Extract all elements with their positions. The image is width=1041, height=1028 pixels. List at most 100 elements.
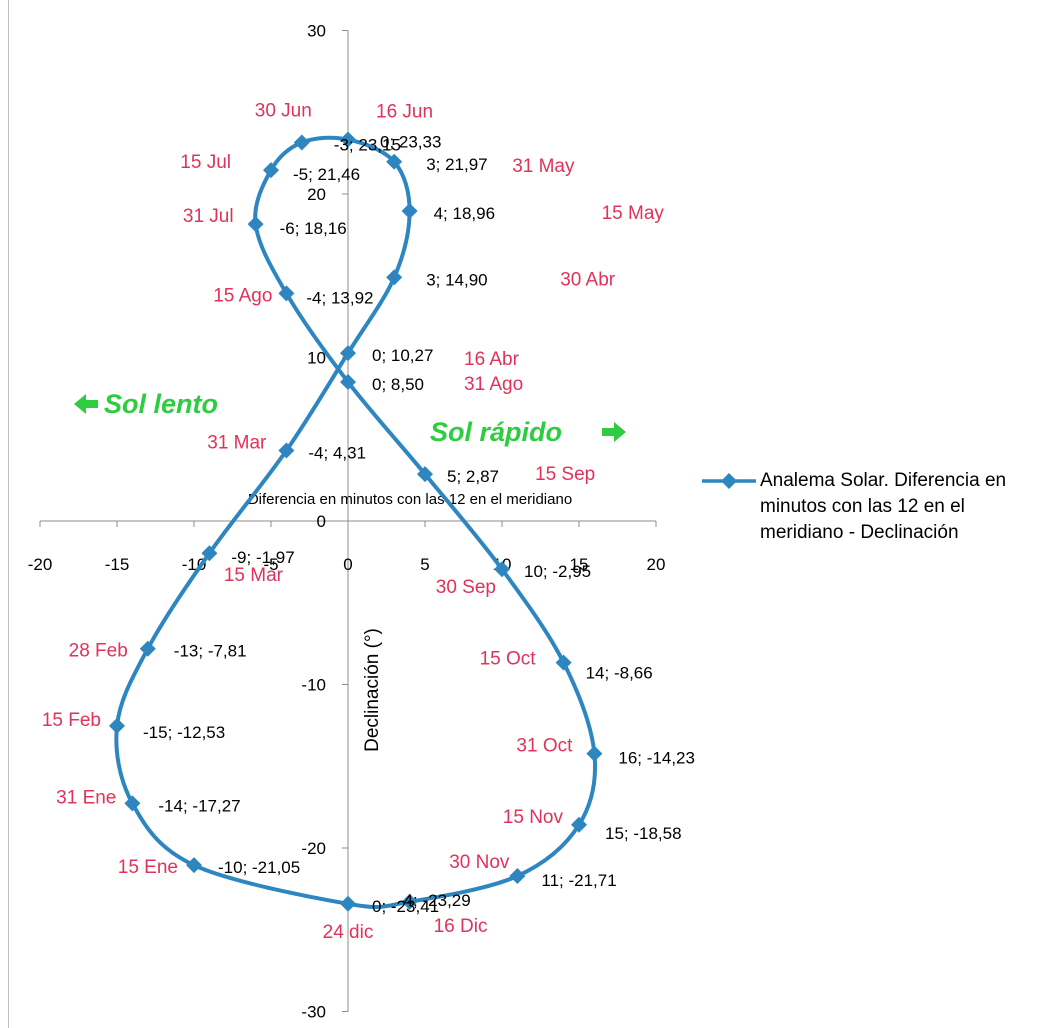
x-tick-label: -5: [263, 555, 278, 574]
legend-swatch: [702, 473, 756, 489]
data-point: [586, 745, 603, 762]
legend-label: Analema Solar. Diferencia en minutos con…: [760, 470, 1007, 543]
value-label: 10; -2,95: [524, 562, 591, 581]
data-point: [263, 162, 279, 179]
data-point: [247, 216, 264, 233]
data-point: [386, 269, 403, 286]
data-point: [340, 131, 356, 148]
value-label: 0; 23,33: [380, 133, 441, 152]
legend: Analema Solar. Diferencia en minutos con…: [700, 468, 1030, 546]
data-point: [109, 717, 125, 734]
series-markers: [109, 131, 603, 912]
date-label: 15 May: [602, 203, 665, 224]
value-label: -10; -21,05: [218, 858, 300, 877]
date-label: 31 Mar: [207, 433, 267, 454]
value-label: 3; 14,90: [426, 270, 487, 289]
data-point: [293, 134, 310, 151]
data-point: [401, 893, 418, 910]
value-label: 5; 2,87: [447, 467, 499, 486]
left-border: [8, 0, 9, 1028]
date-label: 15 Ago: [213, 285, 272, 306]
x-axis-title: Diferencia en minutos con las 12 en el m…: [248, 491, 572, 508]
y-tick-label: 30: [307, 22, 326, 41]
date-label: 30 Abr: [560, 269, 616, 290]
x-tick-label: 15: [570, 555, 589, 574]
y-tick-label: 0: [317, 512, 326, 531]
y-tick-label: 10: [307, 349, 326, 368]
date-label: 31 Jul: [183, 206, 234, 227]
date-label: 16 Abr: [464, 349, 520, 370]
value-label: -5; 21,46: [293, 165, 360, 184]
x-tick-label: -20: [28, 555, 53, 574]
data-point: [401, 203, 418, 220]
data-point: [340, 895, 356, 912]
date-label: 28 Feb: [69, 641, 128, 662]
date-label: 15 Sep: [535, 464, 595, 485]
value-label: -4; 13,92: [306, 288, 373, 307]
annotation-sol-rapido: Sol rápido: [430, 417, 562, 447]
value-label: -6; 18,16: [280, 219, 347, 238]
x-tick-label: 5: [420, 555, 429, 574]
value-label: 4; -23,29: [404, 891, 471, 910]
date-label: 15 Jul: [180, 152, 231, 173]
value-label: -15; -12,53: [143, 723, 225, 742]
value-label: 0; 8,50: [372, 375, 424, 394]
value-label: 3; 21,97: [426, 155, 487, 174]
data-point: [124, 795, 141, 812]
series-curve: [114, 135, 597, 910]
data-point: [386, 153, 403, 170]
x-tick-label: 0: [343, 555, 352, 574]
y-tick-label: -30: [301, 1003, 326, 1022]
date-label: 24 dic: [323, 922, 374, 943]
date-label: 16 Jun: [376, 102, 433, 123]
data-point: [340, 374, 356, 391]
date-label: 15 Oct: [480, 649, 537, 670]
value-label: -14; -17,27: [158, 796, 240, 815]
data-point: [509, 867, 526, 884]
data-point: [494, 561, 510, 578]
value-label: 16; -14,23: [618, 749, 695, 768]
series-line: [114, 135, 597, 910]
arrow-right-icon: [602, 422, 626, 442]
date-label: 15 Mar: [224, 565, 284, 586]
data-point: [278, 442, 295, 459]
data-labels: 0; 10,27 16 Abr 3; 14,90 30 Abr 4; 18,96 15 M…: [42, 100, 695, 942]
value-label: 14; -8,66: [586, 664, 653, 683]
data-point: [186, 857, 202, 874]
data-point: [571, 816, 587, 833]
y-tick-label: -20: [301, 839, 326, 858]
data-point: [278, 285, 295, 302]
value-label: 11; -21,71: [541, 871, 616, 890]
date-label: 30 Sep: [436, 577, 496, 598]
value-label: -4; 4,31: [308, 444, 366, 463]
data-point: [201, 545, 218, 562]
x-tick-label: 20: [647, 555, 666, 574]
annotation-sol-lento: Sol lento: [104, 389, 218, 419]
data-point: [340, 345, 356, 362]
date-label: 15 Feb: [42, 710, 101, 731]
y-tick-label: 20: [307, 185, 326, 204]
x-tick-label: -15: [105, 555, 130, 574]
date-label: 15 Nov: [503, 807, 564, 828]
value-label: 0; -23,41: [372, 897, 439, 916]
value-label: 15; -18,58: [605, 824, 682, 843]
data-point: [555, 654, 572, 671]
arrow-left-icon: [74, 394, 98, 414]
date-label: 30 Nov: [449, 852, 510, 873]
date-label: 31 May: [512, 156, 575, 177]
date-label: 31 Oct: [516, 736, 573, 757]
y-tick-label: -10: [301, 676, 326, 695]
data-point: [139, 640, 156, 657]
value-label: -3; 23,15: [334, 135, 401, 154]
date-label: 15 Ene: [118, 857, 178, 878]
value-label: 0; 10,27: [372, 346, 433, 365]
value-label: -9; -1,97: [231, 548, 294, 567]
value-label: -13; -7,81: [174, 642, 247, 661]
y-axis-title: Declinación (°): [362, 628, 383, 752]
date-label: 31 Ago: [464, 374, 523, 395]
value-label: 4; 18,96: [434, 204, 495, 223]
data-point: [417, 466, 433, 483]
annotations: Sol lento Sol rápido: [74, 389, 626, 447]
date-label: 16 Dic: [434, 916, 488, 937]
